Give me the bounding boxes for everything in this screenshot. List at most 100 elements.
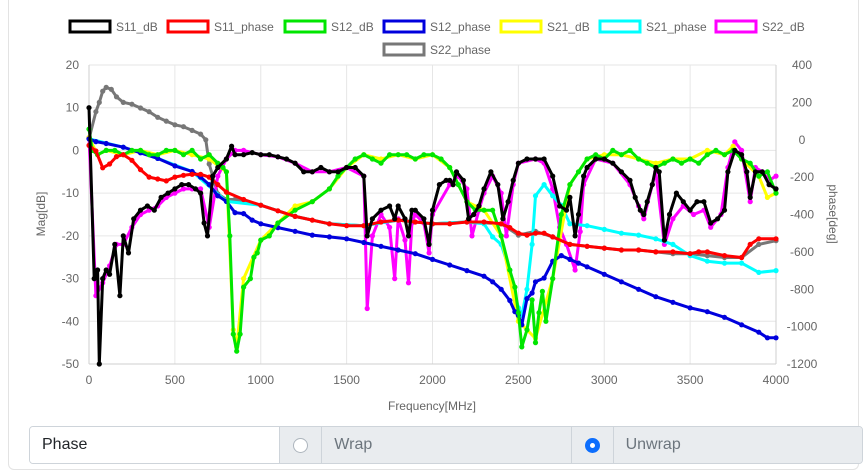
data-point xyxy=(773,268,779,274)
wrap-radio[interactable] xyxy=(293,437,309,453)
data-point xyxy=(756,236,762,242)
data-point xyxy=(572,233,578,239)
data-point xyxy=(292,160,298,166)
data-point xyxy=(180,172,187,178)
data-point xyxy=(120,152,126,158)
data-point xyxy=(251,254,257,260)
data-point xyxy=(715,216,721,222)
data-point xyxy=(155,114,161,120)
data-point xyxy=(567,256,573,262)
y-right-tick-label: -600 xyxy=(790,245,814,259)
y-right-ticks: 400 200 0 -200 -400 -600 -800 -1000 -1200 xyxy=(787,58,818,371)
data-point xyxy=(610,147,616,153)
data-point xyxy=(558,253,564,259)
legend-item[interactable]: S22_dB xyxy=(714,19,805,34)
legend-item[interactable]: S22_phase xyxy=(382,42,491,57)
data-point xyxy=(759,169,765,175)
data-point xyxy=(103,147,109,153)
unwrap-option-label[interactable]: Unwrap xyxy=(612,427,862,463)
data-point xyxy=(429,256,436,262)
x-tick-label: 1500 xyxy=(333,373,360,387)
data-point xyxy=(739,254,745,261)
data-point xyxy=(186,182,192,188)
data-point xyxy=(730,143,736,149)
data-point xyxy=(247,276,253,282)
legend-item[interactable]: S21_dB xyxy=(499,19,590,34)
legend-swatch xyxy=(714,19,758,34)
legend-item[interactable]: S21_phase xyxy=(598,19,707,34)
legend-item[interactable]: S12_phase xyxy=(382,19,491,34)
wrap-radio-container[interactable] xyxy=(279,427,322,463)
series-s11-phase xyxy=(86,142,779,261)
y-axis-left-label: Mag[dB] xyxy=(34,192,48,237)
unwrap-radio[interactable] xyxy=(584,437,600,453)
data-point xyxy=(507,267,513,273)
data-point xyxy=(687,156,693,162)
data-point xyxy=(402,216,408,222)
data-point xyxy=(215,182,221,188)
data-point xyxy=(567,182,573,188)
data-point xyxy=(95,267,101,273)
data-point xyxy=(498,286,504,292)
data-point xyxy=(326,221,332,227)
data-point xyxy=(180,124,187,130)
data-point xyxy=(352,164,358,171)
legend-label: S21_dB xyxy=(547,20,590,34)
y-left-tick-label: -40 xyxy=(62,314,80,328)
data-point xyxy=(189,147,195,153)
data-point xyxy=(756,241,762,247)
data-point xyxy=(532,230,539,236)
data-point xyxy=(701,199,707,205)
data-point xyxy=(541,182,547,188)
legend-item[interactable]: S11_dB xyxy=(68,19,158,34)
wrap-option-label[interactable]: Wrap xyxy=(321,427,571,463)
data-point xyxy=(464,268,470,274)
data-point xyxy=(326,234,332,240)
legend-swatch xyxy=(166,19,210,34)
data-point xyxy=(103,84,109,90)
unwrap-radio-container[interactable] xyxy=(570,427,613,463)
x-tick-label: 0 xyxy=(86,373,93,387)
legend-item[interactable]: S12_dB xyxy=(283,19,374,34)
data-point xyxy=(721,253,728,259)
data-point xyxy=(112,241,118,247)
data-point xyxy=(756,173,762,179)
data-point xyxy=(402,237,408,243)
data-point xyxy=(507,225,513,231)
data-point xyxy=(96,99,102,105)
data-point xyxy=(455,182,461,188)
data-point xyxy=(158,194,164,200)
legend-swatch xyxy=(499,19,543,34)
data-point xyxy=(503,233,509,239)
y-right-tick-label: 0 xyxy=(799,133,806,147)
data-point xyxy=(387,224,393,230)
data-point xyxy=(752,169,759,175)
data-point xyxy=(773,335,779,341)
data-point xyxy=(275,208,281,214)
data-point xyxy=(395,247,401,253)
data-point xyxy=(405,233,412,239)
data-point xyxy=(704,258,710,264)
x-tick-label: 1000 xyxy=(247,373,274,387)
data-point xyxy=(292,213,298,219)
data-point xyxy=(117,293,123,299)
data-point xyxy=(96,361,102,367)
data-point xyxy=(215,193,221,199)
data-point xyxy=(490,234,496,240)
data-point xyxy=(543,318,549,324)
legend-item[interactable]: S11_phase xyxy=(166,19,274,34)
data-point xyxy=(601,271,607,277)
phase-mode-control: Phase Wrap Unwrap xyxy=(29,426,863,464)
data-point xyxy=(661,237,668,243)
data-point xyxy=(632,194,638,200)
data-point xyxy=(361,239,367,246)
data-point xyxy=(721,260,728,266)
data-point xyxy=(447,164,453,171)
data-point xyxy=(704,249,710,255)
series-s11-db xyxy=(86,105,779,367)
data-point xyxy=(249,150,255,156)
data-point xyxy=(155,176,161,182)
data-point xyxy=(575,169,582,175)
data-point xyxy=(466,216,472,222)
data-point xyxy=(713,147,719,153)
